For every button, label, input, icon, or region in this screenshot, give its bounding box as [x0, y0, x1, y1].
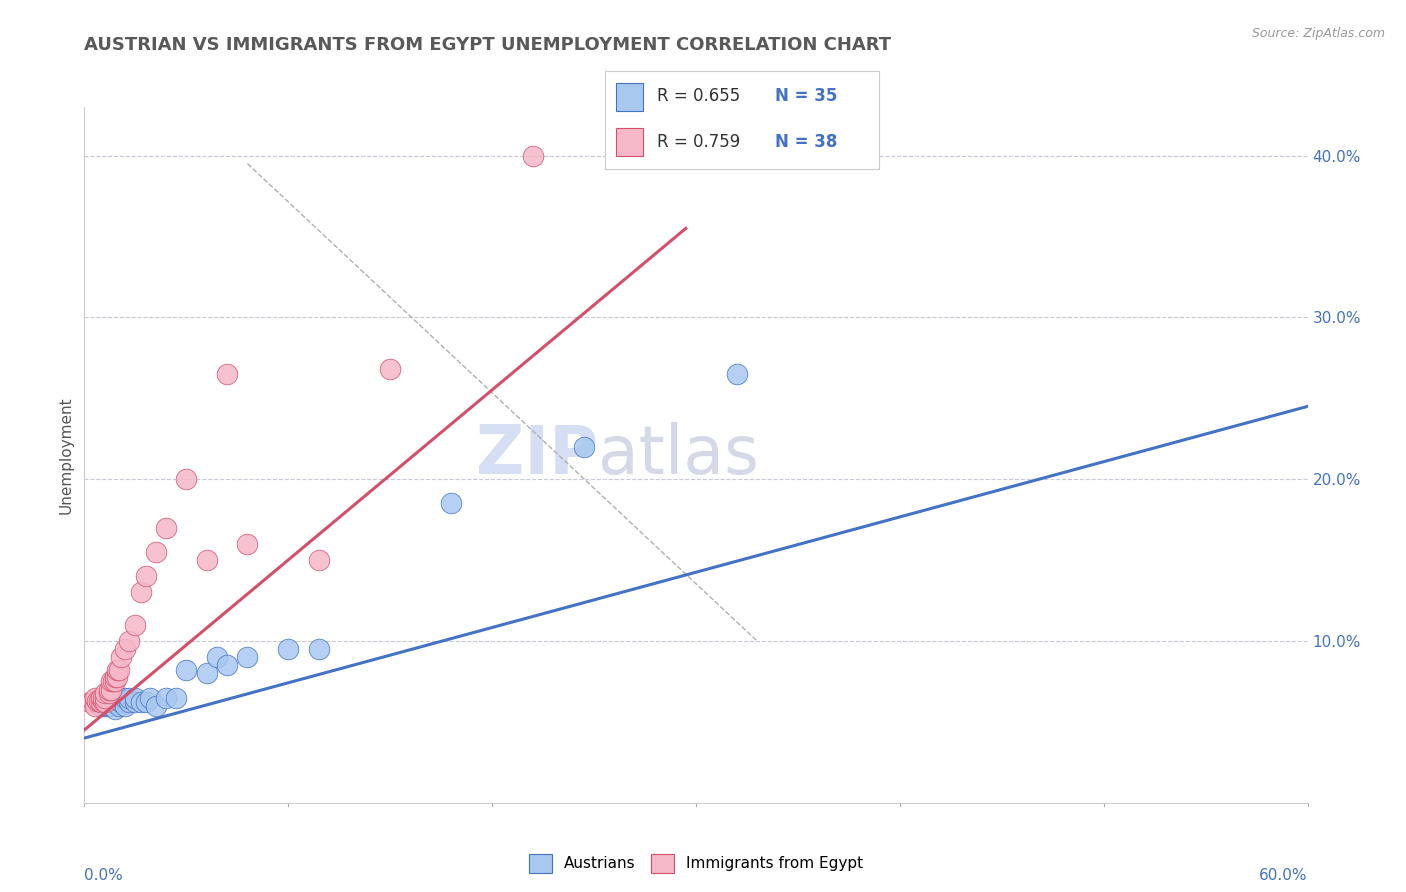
Point	[110, 696, 132, 710]
Point	[82, 694, 104, 708]
Y-axis label: Unemployment: Unemployment	[58, 396, 73, 514]
Point	[176, 663, 198, 677]
Point	[114, 698, 136, 713]
Text: 0.0%: 0.0%	[84, 868, 124, 882]
Bar	[616, 128, 643, 156]
Point	[101, 674, 124, 689]
Point	[277, 642, 299, 657]
Point	[155, 690, 177, 705]
Bar	[616, 83, 643, 111]
Point	[105, 663, 128, 677]
Point	[440, 496, 463, 510]
Point	[91, 690, 114, 705]
Point	[90, 690, 112, 705]
Point	[108, 698, 131, 713]
Point	[108, 694, 131, 708]
Point	[93, 696, 117, 710]
Point	[131, 696, 153, 710]
Point	[308, 553, 330, 567]
Point	[100, 682, 122, 697]
Point	[91, 694, 114, 708]
Point	[145, 698, 167, 713]
Point	[104, 670, 127, 684]
Point	[118, 634, 141, 648]
Point	[138, 690, 160, 705]
Point	[90, 696, 112, 710]
Point	[105, 670, 128, 684]
Point	[93, 698, 117, 713]
Point	[135, 569, 157, 583]
Point	[83, 696, 105, 710]
Point	[100, 674, 122, 689]
Point	[135, 696, 157, 710]
Point	[124, 617, 146, 632]
Point	[97, 698, 120, 713]
Point	[93, 690, 117, 705]
Point	[86, 694, 108, 708]
Legend: Austrians, Immigrants from Egypt: Austrians, Immigrants from Egypt	[523, 847, 869, 879]
Point	[110, 650, 132, 665]
Point	[205, 650, 228, 665]
Point	[236, 537, 259, 551]
Point	[195, 666, 218, 681]
Point	[124, 696, 146, 710]
Text: AUSTRIAN VS IMMIGRANTS FROM EGYPT UNEMPLOYMENT CORRELATION CHART: AUSTRIAN VS IMMIGRANTS FROM EGYPT UNEMPL…	[84, 36, 891, 54]
Text: R = 0.759: R = 0.759	[657, 133, 740, 151]
Text: 60.0%: 60.0%	[1260, 868, 1308, 882]
Text: Source: ZipAtlas.com: Source: ZipAtlas.com	[1251, 27, 1385, 40]
Point	[217, 367, 239, 381]
Point	[725, 367, 748, 381]
Point	[114, 690, 136, 705]
Point	[90, 698, 112, 713]
Point	[93, 686, 117, 700]
Text: N = 38: N = 38	[775, 133, 837, 151]
Point	[104, 696, 127, 710]
Point	[110, 690, 132, 705]
Point	[104, 690, 127, 705]
Point	[97, 686, 120, 700]
Point	[155, 521, 177, 535]
Text: N = 35: N = 35	[775, 87, 837, 105]
Point	[176, 472, 198, 486]
Point	[118, 696, 141, 710]
Point	[165, 690, 187, 705]
Point	[79, 696, 101, 710]
Point	[118, 690, 141, 705]
Point	[104, 702, 127, 716]
Point	[93, 696, 117, 710]
Point	[572, 440, 595, 454]
Point	[522, 148, 544, 162]
Point	[108, 663, 131, 677]
Point	[145, 545, 167, 559]
Text: atlas: atlas	[598, 422, 759, 488]
Text: ZIP: ZIP	[477, 422, 598, 488]
Point	[380, 362, 402, 376]
Point	[100, 698, 122, 713]
Point	[124, 690, 146, 705]
Point	[236, 650, 259, 665]
Point	[308, 642, 330, 657]
Point	[104, 674, 127, 689]
Point	[97, 682, 120, 697]
Text: R = 0.655: R = 0.655	[657, 87, 740, 105]
Point	[217, 658, 239, 673]
Point	[87, 694, 110, 708]
Point	[131, 585, 153, 599]
Point	[195, 553, 218, 567]
Point	[83, 690, 105, 705]
Point	[114, 642, 136, 657]
Point	[83, 698, 105, 713]
